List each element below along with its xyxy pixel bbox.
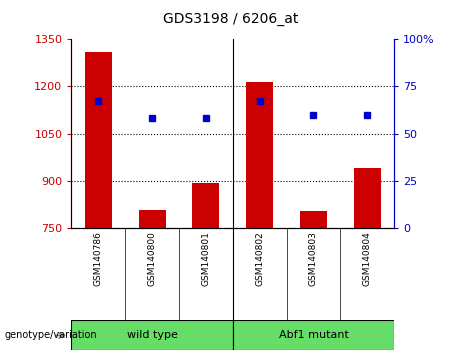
Text: GSM140804: GSM140804 [363, 231, 372, 286]
Bar [71, 320, 233, 350]
Text: GDS3198 / 6206_at: GDS3198 / 6206_at [163, 12, 298, 27]
Bar [193, 183, 219, 228]
Text: GSM140800: GSM140800 [148, 231, 157, 286]
Bar [85, 52, 112, 228]
Text: genotype/variation: genotype/variation [5, 330, 97, 341]
Text: GSM140802: GSM140802 [255, 231, 264, 286]
Text: Abf1 mutant: Abf1 mutant [278, 330, 349, 341]
Text: GSM140803: GSM140803 [309, 231, 318, 286]
Bar [233, 320, 394, 350]
Bar [300, 211, 327, 228]
Bar [354, 169, 381, 228]
Text: GSM140786: GSM140786 [94, 231, 103, 286]
Bar [246, 82, 273, 228]
Text: GSM140801: GSM140801 [201, 231, 210, 286]
Text: wild type: wild type [127, 330, 177, 341]
Bar [139, 210, 165, 228]
